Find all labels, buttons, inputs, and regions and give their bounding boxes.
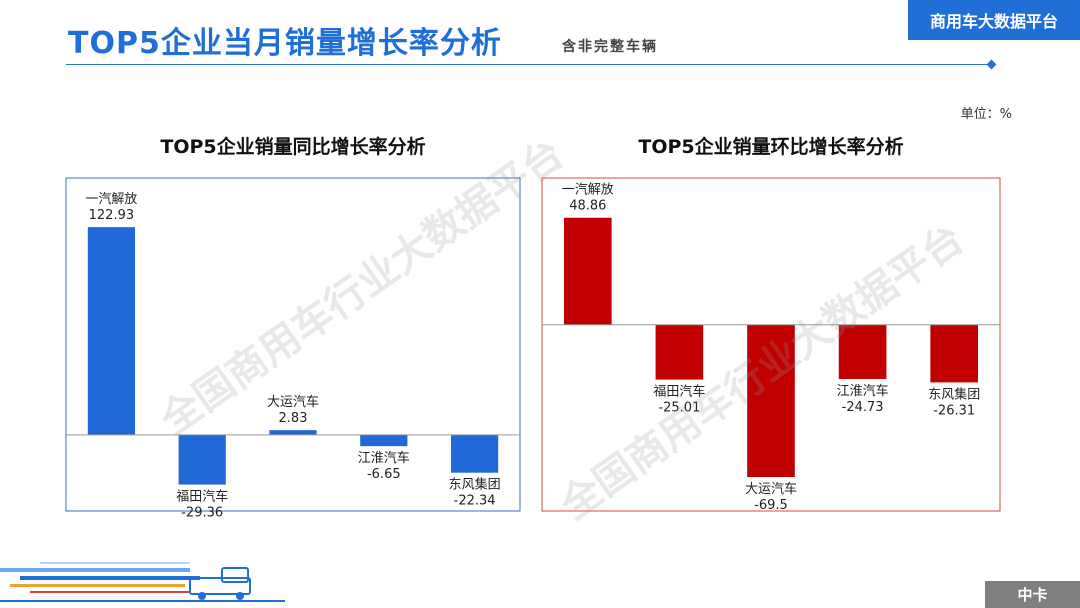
category-label: 大运汽车 (745, 481, 797, 497)
page-subtitle: 含非完整车辆 (562, 39, 658, 55)
category-label: 江淮汽车 (837, 383, 889, 399)
category-label: 一汽解放 (562, 183, 614, 198)
brand-badge: 商用车大数据平台 (908, 0, 1080, 40)
category-label: 一汽解放 (85, 192, 137, 207)
bar-1 (87, 227, 136, 435)
bar-1 (563, 217, 612, 325)
bar-5 (450, 434, 499, 473)
category-label: 江淮汽车 (358, 450, 410, 466)
category-label: 东风集团 (449, 477, 501, 493)
value-label: 2.83 (279, 411, 308, 426)
category-label: 大运汽车 (267, 394, 319, 410)
bar-5 (930, 324, 979, 383)
bar-3 (747, 324, 795, 478)
unit-label: 单位：% (960, 107, 1012, 122)
category-label: 福田汽车 (653, 384, 705, 400)
bar-3 (269, 430, 317, 435)
footer-category-tag: 中卡 (985, 581, 1080, 608)
value-label: -6.65 (367, 467, 401, 482)
value-label: -25.01 (658, 401, 700, 416)
page-title: TOP5企业当月销量增长率分析 (68, 26, 502, 61)
value-label: 48.86 (569, 199, 606, 214)
bar-2 (178, 434, 226, 485)
value-label: -29.36 (181, 506, 223, 521)
bar-2 (655, 324, 704, 380)
chart-frame (65, 177, 521, 512)
chart-title-mom: TOP5企业销量环比增长率分析 (638, 136, 904, 158)
value-label: -24.73 (842, 400, 884, 415)
bar-4 (838, 324, 887, 379)
value-label: -69.5 (754, 498, 788, 513)
value-label: -22.34 (454, 494, 496, 509)
value-label: 122.93 (89, 208, 135, 223)
category-label: 东风集团 (928, 386, 980, 402)
category-label: 福田汽车 (176, 489, 228, 505)
truck-logo-graphic (0, 562, 285, 602)
title-underline (66, 64, 992, 65)
chart-title-yoy: TOP5企业销量同比增长率分析 (160, 136, 426, 158)
bar-4 (360, 434, 408, 447)
value-label: -26.31 (933, 403, 975, 418)
chart-frame (541, 177, 1001, 512)
